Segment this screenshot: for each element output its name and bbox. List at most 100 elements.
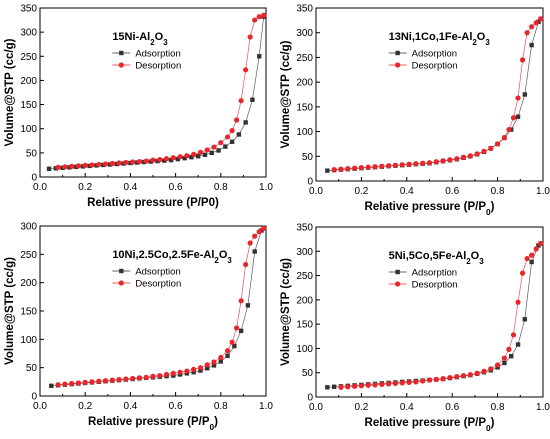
data-point bbox=[250, 97, 255, 102]
data-point bbox=[257, 54, 262, 59]
y-tick-label: 50 bbox=[302, 152, 314, 163]
data-point bbox=[365, 164, 371, 170]
y-tick-label: 150 bbox=[296, 102, 313, 113]
data-point bbox=[170, 155, 176, 161]
x-tick-label: 0.0 bbox=[309, 186, 323, 197]
data-point bbox=[529, 252, 535, 258]
data-point bbox=[533, 246, 539, 252]
data-point bbox=[399, 162, 405, 168]
data-point bbox=[109, 160, 115, 167]
data-point bbox=[96, 161, 102, 168]
data-point bbox=[238, 298, 244, 304]
chart-panel-4: 0.0 0.2 0.4 0.6 0.8 1.0 0 50 100 150 200 250 300 350 R… bbox=[280, 223, 550, 433]
data-point bbox=[69, 380, 75, 387]
y-tick-label: 350 bbox=[296, 4, 313, 15]
data-point bbox=[515, 299, 521, 305]
chart-title: 13Ni,1Co,1Fe-Al2O3 bbox=[389, 31, 491, 47]
y-axis-label: Volume@STP (cc/g) bbox=[4, 38, 16, 146]
data-point bbox=[515, 114, 521, 119]
data-point bbox=[481, 148, 487, 154]
y-tick-label: 150 bbox=[20, 100, 37, 111]
y-axis-label: Volume@STP (cc/g) bbox=[280, 258, 292, 366]
data-point bbox=[515, 342, 521, 347]
data-point bbox=[399, 380, 405, 386]
data-point bbox=[62, 381, 68, 387]
y-tick-label: 300 bbox=[296, 247, 313, 258]
data-point bbox=[506, 126, 512, 133]
data-point bbox=[234, 325, 240, 331]
data-point bbox=[148, 159, 153, 164]
data-point bbox=[218, 359, 223, 364]
data-point bbox=[177, 154, 183, 160]
data-point bbox=[447, 157, 453, 163]
legend-marker bbox=[118, 280, 124, 286]
series-line bbox=[58, 14, 264, 168]
data-point bbox=[197, 365, 204, 371]
data-point bbox=[204, 362, 210, 368]
data-point bbox=[351, 383, 358, 389]
data-point bbox=[157, 373, 163, 379]
data-point bbox=[216, 148, 221, 153]
data-point bbox=[170, 370, 176, 376]
y-tick-label: 50 bbox=[302, 368, 314, 379]
series-line bbox=[327, 243, 541, 388]
data-point bbox=[379, 381, 385, 387]
data-point bbox=[204, 147, 210, 153]
data-point bbox=[184, 368, 190, 374]
data-point bbox=[358, 165, 364, 171]
data-point bbox=[351, 165, 358, 171]
legend-label: Adsorption bbox=[412, 49, 457, 60]
data-point bbox=[211, 363, 217, 368]
data-point bbox=[191, 370, 196, 375]
data-point bbox=[130, 375, 136, 382]
data-point bbox=[196, 154, 201, 159]
data-point bbox=[519, 57, 526, 63]
data-point bbox=[224, 134, 231, 140]
data-point bbox=[218, 354, 224, 361]
legend-label: Adsorption bbox=[135, 267, 180, 278]
data-point bbox=[386, 163, 392, 169]
data-point bbox=[433, 159, 439, 165]
x-tick-label: 0.2 bbox=[78, 182, 92, 193]
y-tick-label: 0 bbox=[307, 177, 313, 188]
data-point bbox=[168, 157, 174, 163]
data-point bbox=[175, 156, 181, 162]
y-tick-label: 150 bbox=[296, 320, 313, 331]
data-point bbox=[252, 17, 258, 23]
legend-marker bbox=[395, 269, 400, 275]
y-tick-label: 100 bbox=[20, 124, 37, 135]
data-point bbox=[365, 382, 371, 388]
data-point bbox=[247, 240, 253, 246]
data-point bbox=[150, 157, 156, 163]
x-tick-label: 0.4 bbox=[123, 401, 137, 412]
data-point bbox=[510, 332, 517, 338]
data-point bbox=[75, 380, 82, 386]
x-tick-label: 0.0 bbox=[33, 401, 47, 412]
plot-frame bbox=[39, 7, 267, 178]
x-axis-label: Relative pressure (P/P0) bbox=[87, 197, 219, 209]
legend-label: Adsorption bbox=[135, 49, 180, 60]
y-tick-label: 50 bbox=[26, 363, 38, 374]
data-point bbox=[392, 162, 399, 168]
data-point bbox=[529, 259, 534, 265]
data-point bbox=[163, 371, 170, 378]
data-point bbox=[386, 381, 392, 387]
data-point bbox=[102, 378, 109, 384]
data-point bbox=[109, 377, 115, 383]
x-tick-label: 0.2 bbox=[354, 402, 368, 413]
data-point bbox=[533, 20, 539, 26]
data-point bbox=[252, 249, 257, 254]
legend-label: Adsorption bbox=[412, 268, 457, 279]
y-tick-label: 0 bbox=[307, 393, 313, 404]
x-tick-label: 0.6 bbox=[169, 182, 183, 193]
data-point bbox=[488, 145, 494, 151]
series-desorption bbox=[331, 16, 544, 173]
chart-title: 15Ni-Al2O3 bbox=[112, 31, 168, 47]
x-tick-label: 0.4 bbox=[400, 186, 414, 197]
data-point bbox=[524, 255, 530, 262]
data-point bbox=[454, 374, 460, 380]
data-point bbox=[345, 384, 351, 390]
y-axis-label: Volume@STP (cc/g) bbox=[280, 40, 292, 148]
y-tick-label: 200 bbox=[296, 78, 313, 89]
